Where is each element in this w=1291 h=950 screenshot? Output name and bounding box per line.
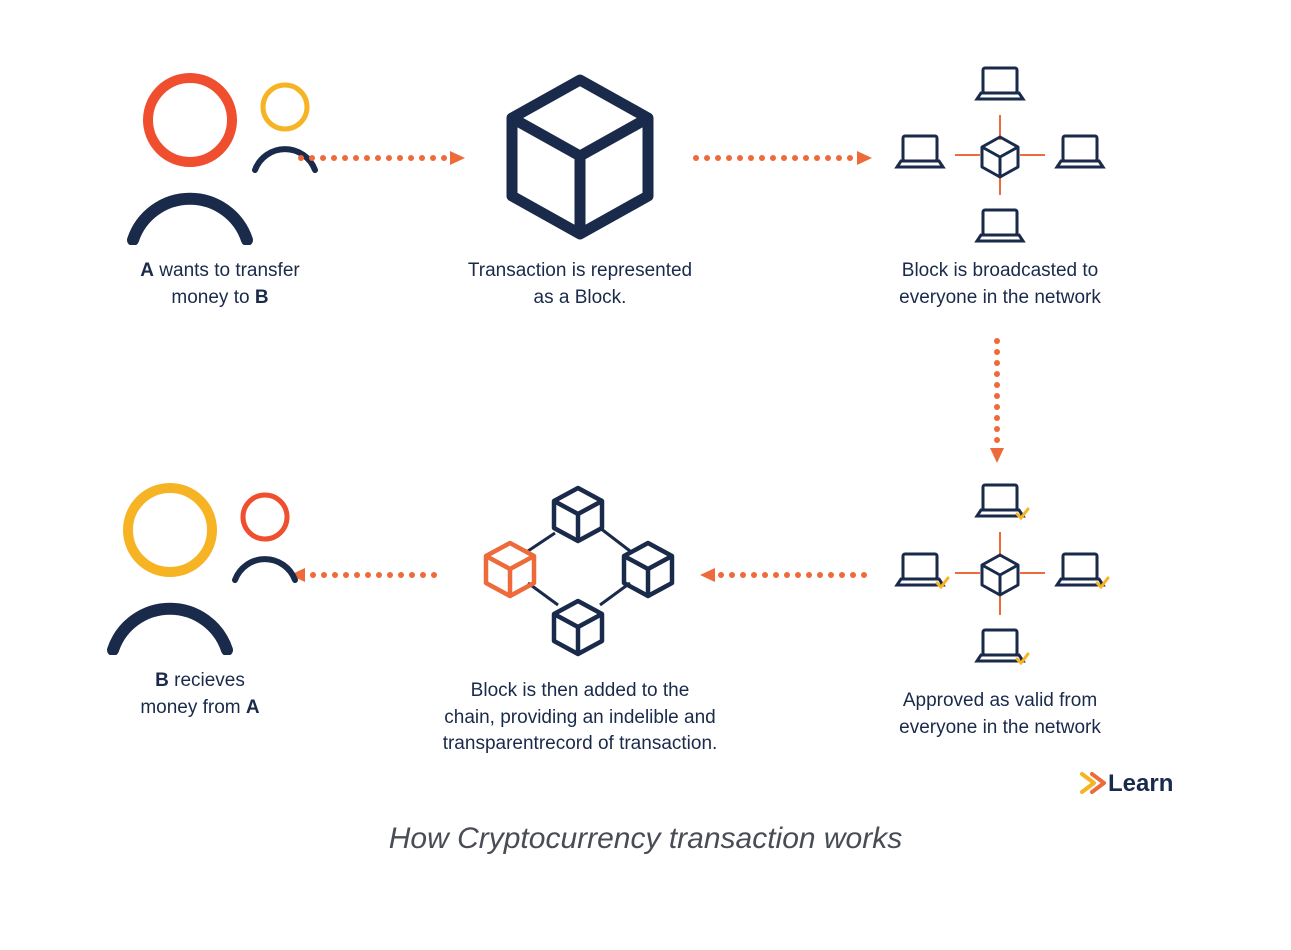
cube-icon — [430, 60, 730, 250]
arrow-3-to-4 — [987, 335, 1007, 470]
logo-text: Learn — [1108, 770, 1173, 797]
step-4-caption: Approved as valid fromeveryone in the ne… — [860, 688, 1140, 741]
step-4: Approved as valid fromeveryone in the ne… — [860, 470, 1140, 741]
blockchain-chain-icon — [410, 470, 750, 670]
step-3-caption: Block is broadcasted toeveryone in the n… — [860, 258, 1140, 311]
step-5-caption: Block is then added to thechain, providi… — [410, 678, 750, 758]
arrow-2-to-3 — [690, 148, 880, 168]
step-6: B recievesmoney from A — [70, 470, 330, 721]
step-2-caption: Transaction is representedas a Block. — [430, 258, 730, 311]
step-5: Block is then added to thechain, providi… — [410, 470, 750, 758]
step-3: Block is broadcasted toeveryone in the n… — [860, 60, 1140, 311]
people-icon-b-from-a — [70, 470, 330, 660]
diagram-title: How Cryptocurrency transaction works — [0, 822, 1291, 856]
step-6-caption: B recievesmoney from A — [70, 668, 330, 721]
step-1: A wants to transfermoney to B — [70, 60, 370, 311]
step-1-caption: A wants to transfermoney to B — [70, 258, 370, 311]
step-2: Transaction is representedas a Block. — [430, 60, 730, 311]
network-approved-icon — [860, 470, 1140, 680]
network-broadcast-icon — [860, 60, 1140, 250]
learn-logo: Learn — [1080, 770, 1173, 798]
